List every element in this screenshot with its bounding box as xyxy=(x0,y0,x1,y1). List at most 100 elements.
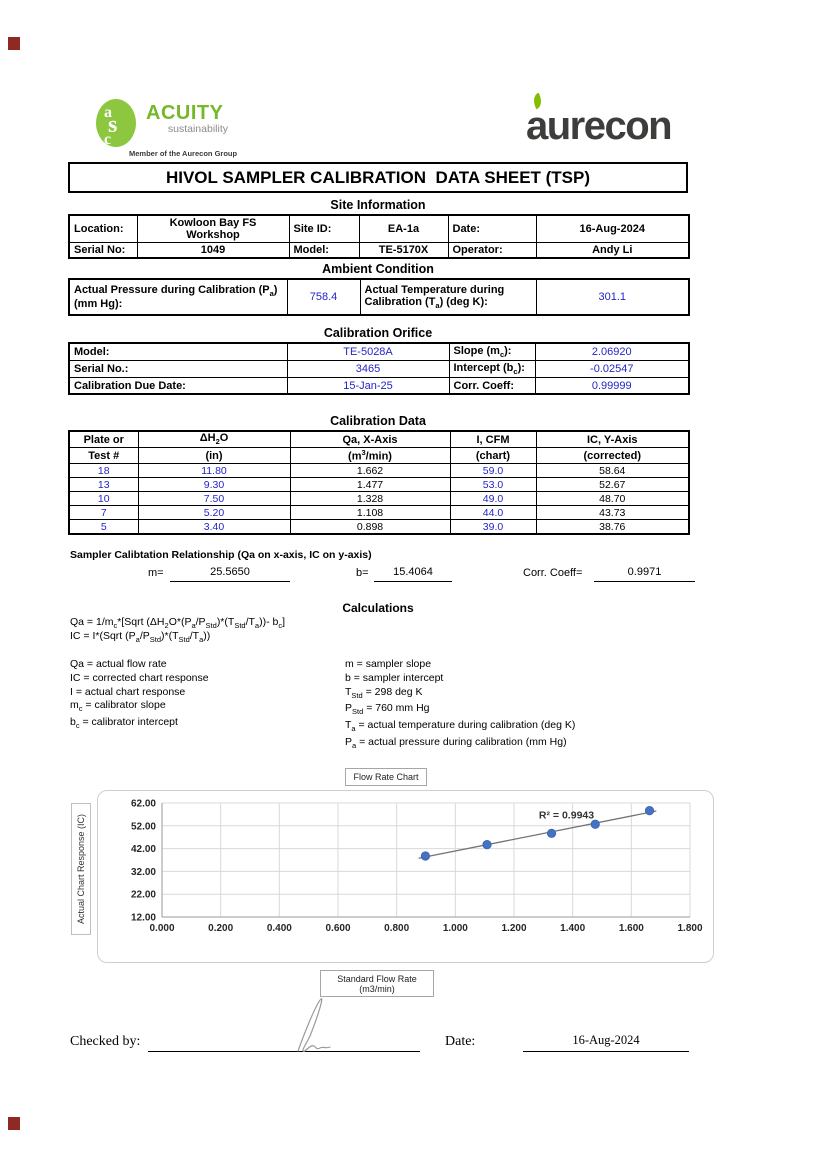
svg-text:1.000: 1.000 xyxy=(443,923,468,934)
orifice-slope-value[interactable]: 2.06920 xyxy=(534,342,690,362)
b-label: b= xyxy=(356,567,369,579)
table-cell[interactable]: 10 xyxy=(68,491,139,506)
table-cell[interactable]: 5 xyxy=(68,519,139,535)
y-axis-label-box: Actual Chart Response (IC) xyxy=(71,803,91,935)
orifice-corr-coeff-value[interactable]: 0.99999 xyxy=(534,377,690,395)
serial-no-label: Serial No: xyxy=(68,242,138,259)
definitions-right-column: m = sampler slope b = sampler intercept TS… xyxy=(345,658,685,753)
table-cell[interactable]: 7.50 xyxy=(137,491,291,506)
svg-text:s: s xyxy=(108,112,117,138)
table-cell[interactable]: 53.0 xyxy=(449,477,537,492)
ambient-condition-table: Actual Pressure during Calibration (Pa)(… xyxy=(68,278,690,316)
svg-text:1.600: 1.600 xyxy=(619,923,644,934)
definitions-left-column: Qa = actual flow rate IC = corrected char… xyxy=(70,658,330,733)
table-cell[interactable]: 39.0 xyxy=(449,519,537,535)
table-cell[interactable]: 18 xyxy=(68,463,139,478)
table-cell: 1.108 xyxy=(289,505,451,520)
temperature-value[interactable]: 301.1 xyxy=(535,278,690,316)
operator-label: Operator: xyxy=(447,242,537,259)
definition-line: I = actual chart response xyxy=(70,685,186,698)
orifice-slope-label: Slope (mc): xyxy=(448,342,536,362)
svg-text:c: c xyxy=(104,131,111,148)
orifice-corr-coeff-label: Corr. Coeff: xyxy=(448,377,536,395)
orifice-due-date-value[interactable]: 15-Jan-25 xyxy=(286,377,450,395)
corr-coeff-value[interactable]: 0.9971 xyxy=(594,566,695,582)
definition-line: Pa = actual pressure during calibration … xyxy=(345,736,567,751)
ic-formula: IC = I*(Sqrt (Pa/PStd)*(TStd/Ta)) xyxy=(70,630,211,645)
table-cell: 1.328 xyxy=(289,491,451,506)
temperature-label: Actual Temperature during Calibration (Ta… xyxy=(359,278,537,316)
m-value[interactable]: 25.5650 xyxy=(170,566,290,582)
page-title: HIVOL SAMPLER CALIBRATION DATA SHEET (TS… xyxy=(165,167,591,187)
svg-text:52.00: 52.00 xyxy=(131,821,156,832)
orifice-model-value[interactable]: TE-5028A xyxy=(286,342,450,362)
b-value[interactable]: 15.4064 xyxy=(374,566,452,582)
serial-no-value[interactable]: 1049 xyxy=(136,242,290,259)
acuity-tagline: sustainability xyxy=(167,123,228,135)
signature-icon xyxy=(297,998,331,1052)
svg-text:32.00: 32.00 xyxy=(131,867,156,878)
table-row: 13 9.30 1.477 53.0 52.67 xyxy=(68,477,690,492)
x-axis-label-line1: Standard Flow Rate xyxy=(337,973,417,984)
date-value[interactable]: 16-Aug-2024 xyxy=(535,214,690,243)
table-cell[interactable]: 49.0 xyxy=(449,491,537,506)
table-cell[interactable]: 3.40 xyxy=(137,519,291,535)
table-row: 18 11.80 1.662 59.0 58.64 xyxy=(68,463,690,478)
table-cell[interactable]: 13 xyxy=(68,477,139,492)
table-row: 5 3.40 0.898 39.0 38.76 xyxy=(68,519,690,535)
location-label: Location: xyxy=(68,214,138,243)
orifice-model-label: Model: xyxy=(68,342,288,362)
scatter-plot: 0.000 0.200 0.400 0.600 0.800 1.000 1.200 1.400… xyxy=(131,799,703,935)
table-cell[interactable]: 59.0 xyxy=(449,463,537,478)
table-cell[interactable]: 11.80 xyxy=(137,463,291,478)
definition-line: TStd = 298 deg K xyxy=(345,685,423,700)
y-axis-label: Actual Chart Response (IC) xyxy=(76,813,86,925)
site-information-heading: Site Information xyxy=(330,198,426,212)
table-cell: 1.662 xyxy=(289,463,451,478)
calibration-data-table: Plate or ΔH2O Qa, X-Axis I, CFM IC, Y-Axis Te… xyxy=(68,430,690,535)
table-cell: 1.477 xyxy=(289,477,451,492)
svg-text:1.400: 1.400 xyxy=(560,923,585,934)
pressure-value[interactable]: 758.4 xyxy=(286,278,361,316)
checked-by-signature-line[interactable] xyxy=(148,1034,420,1052)
aurecon-logo: aurecon xyxy=(526,92,673,146)
date-label: Date: xyxy=(447,214,537,243)
column-header: Plate or xyxy=(68,430,139,448)
table-cell[interactable]: 7 xyxy=(68,505,139,520)
model-value[interactable]: TE-5170X xyxy=(358,242,449,259)
column-header: (m3/min) xyxy=(289,447,451,464)
table-cell[interactable]: 5.20 xyxy=(137,505,291,520)
orifice-intercept-value[interactable]: -0.02547 xyxy=(534,360,690,379)
definition-line: bc = calibrator intercept xyxy=(70,716,178,731)
table-cell: 0.898 xyxy=(289,519,451,535)
table-cell: 58.64 xyxy=(535,463,690,478)
location-value[interactable]: Kowloon Bay FS Workshop xyxy=(136,214,290,243)
acuity-wordmark: ACUITY xyxy=(146,102,224,124)
operator-value[interactable]: Andy Li xyxy=(535,242,690,259)
site-id-value[interactable]: EA-1a xyxy=(358,214,449,243)
svg-text:R² = 0.9943: R² = 0.9943 xyxy=(539,809,594,821)
page-corner-mark-top xyxy=(8,37,20,50)
column-header: (corrected) xyxy=(535,447,690,464)
table-cell: 43.73 xyxy=(535,505,690,520)
table-cell: 52.67 xyxy=(535,477,690,492)
orifice-due-date-label: Calibration Due Date: xyxy=(68,377,288,395)
calibration-orifice-table: Model: TE-5028A Slope (mc): 2.06920 Seri… xyxy=(68,342,690,395)
calibration-table-body: 18 11.80 1.662 59.0 58.64 13 9.30 1.477 53.0 52.6… xyxy=(68,463,690,535)
column-header: Qa, X-Axis xyxy=(289,430,451,448)
calibration-data-heading: Calibration Data xyxy=(330,414,426,428)
svg-text:22.00: 22.00 xyxy=(131,890,156,901)
orifice-serial-value[interactable]: 3465 xyxy=(286,360,450,379)
table-cell[interactable]: 9.30 xyxy=(137,477,291,492)
pressure-label: Actual Pressure during Calibration (Pa)(… xyxy=(68,278,288,316)
column-header: Test # xyxy=(68,447,139,464)
svg-text:1.200: 1.200 xyxy=(501,923,526,934)
footer-date-value[interactable]: 16-Aug-2024 xyxy=(523,1033,689,1052)
table-cell[interactable]: 44.0 xyxy=(449,505,537,520)
svg-text:42.00: 42.00 xyxy=(131,844,156,855)
table-row: 7 5.20 1.108 44.0 43.73 xyxy=(68,505,690,520)
table-cell: 48.70 xyxy=(535,491,690,506)
x-axis-label-box: Standard Flow Rate (m3/min) xyxy=(320,970,434,997)
svg-text:1.800: 1.800 xyxy=(677,923,702,934)
x-axis-label-line2: (m3/min) xyxy=(359,983,395,994)
